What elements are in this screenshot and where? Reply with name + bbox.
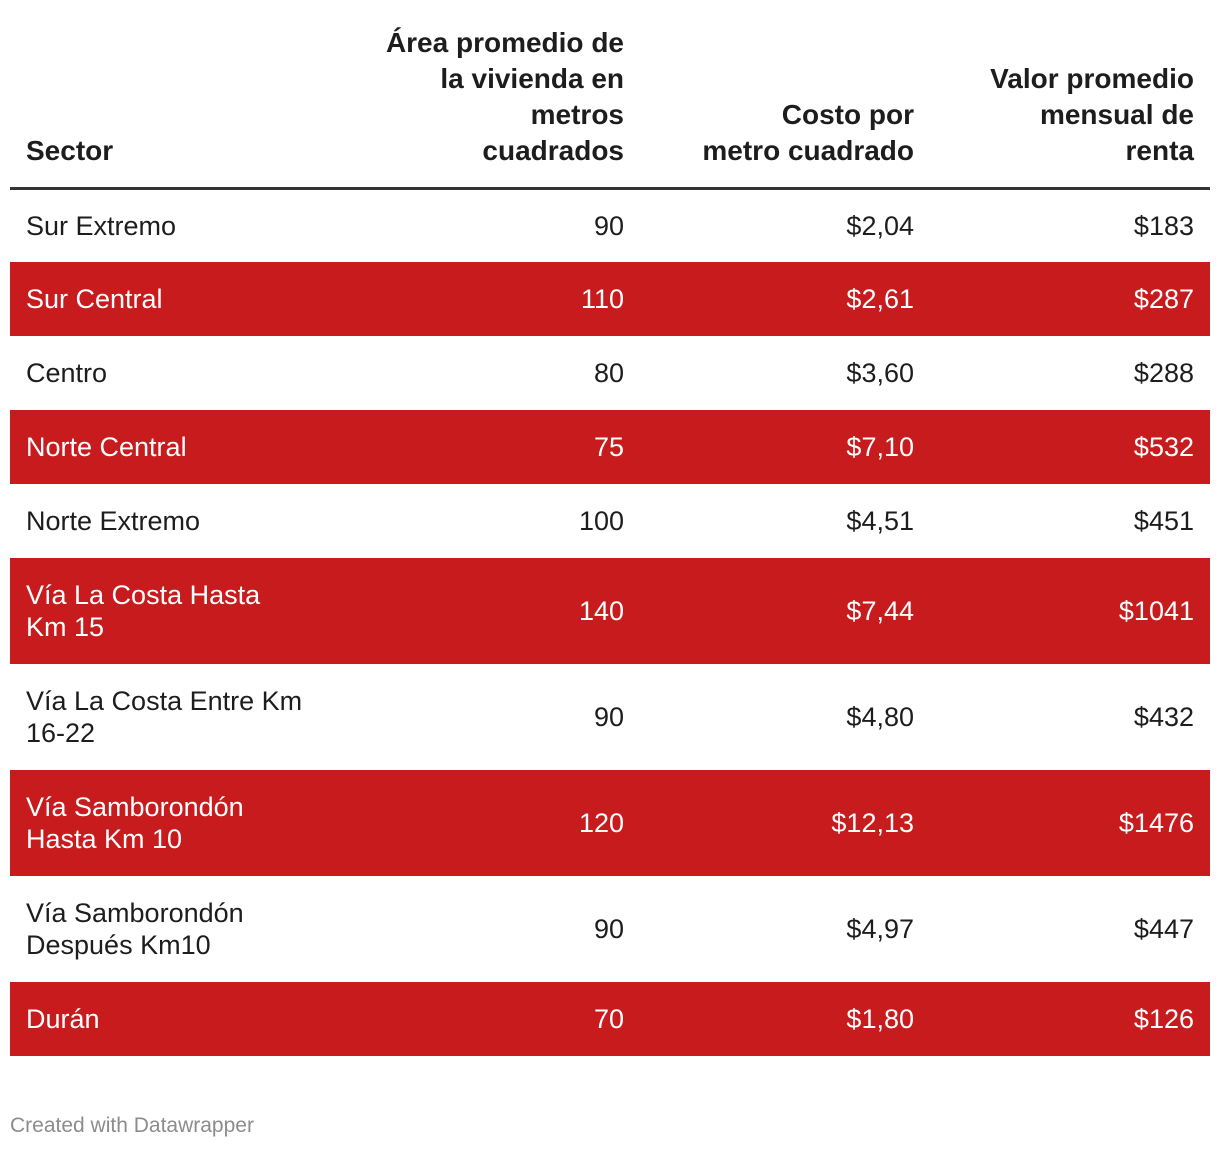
cell-costo: $4,97 [640, 876, 930, 982]
cell-sector: Vía La Costa Entre Km 16-22 [10, 664, 330, 770]
cell-costo: $12,13 [640, 770, 930, 876]
cell-sector: Vía Samborondón Hasta Km 10 [10, 770, 330, 876]
table-body: Sur Extremo 90 $2,04 $183 Sur Central 110 $2,6… [10, 188, 1210, 1056]
cell-valor: $288 [930, 336, 1210, 410]
cell-area: 100 [330, 484, 640, 558]
cell-area: 70 [330, 982, 640, 1056]
cell-valor: $1041 [930, 558, 1210, 664]
cell-area: 75 [330, 410, 640, 484]
sector-line: Después Km10 [26, 930, 211, 960]
cell-valor: $451 [930, 484, 1210, 558]
cell-costo: $2,04 [640, 188, 930, 262]
sector-line: Sur Central [26, 284, 163, 314]
cell-costo: $3,60 [640, 336, 930, 410]
table-row: Norte Extremo 100 $4,51 $451 [10, 484, 1210, 558]
cell-costo: $4,51 [640, 484, 930, 558]
sector-line: Vía Samborondón [26, 898, 244, 928]
sector-line: Centro [26, 358, 108, 388]
header-area-line: Área promedio de [385, 26, 624, 58]
sector-line: Hasta Km 10 [26, 824, 183, 854]
data-table-container: Sector Área promedio de la vivienda en m… [10, 0, 1210, 1056]
header-valor-line: mensual de [1039, 98, 1194, 130]
header-valor-line: renta [1125, 134, 1194, 166]
cell-valor: $1476 [930, 770, 1210, 876]
header-area-line: la vivienda en [440, 62, 624, 94]
table-row: Vía La Costa Entre Km 16-22 90 $4,80 $432 [10, 664, 1210, 770]
cell-area: 140 [330, 558, 640, 664]
datawrapper-credit: Created with Datawrapper [10, 1114, 254, 1137]
cell-costo: $4,80 [640, 664, 930, 770]
header-sector-line: Sector [26, 134, 114, 166]
table-header: Sector Área promedio de la vivienda en m… [10, 0, 1210, 190]
cell-sector: Norte Extremo [10, 484, 330, 558]
cell-valor: $126 [930, 982, 1210, 1056]
sector-line: 16-22 [26, 718, 96, 748]
header-valor-line: Valor promedio [990, 62, 1194, 94]
rent-table: Sector Área promedio de la vivienda en m… [10, 0, 1210, 1056]
header-row: Sector Área promedio de la vivienda en m… [10, 0, 1210, 190]
cell-valor: $447 [930, 876, 1210, 982]
sector-line: Vía La Costa Entre Km [26, 686, 303, 716]
cell-area: 90 [330, 188, 640, 262]
cell-area: 90 [330, 876, 640, 982]
table-row: Vía Samborondón Hasta Km 10 120 $12,13 $1476 [10, 770, 1210, 876]
table-row: Durán 70 $1,80 $126 [10, 982, 1210, 1056]
cell-valor: $183 [930, 188, 1210, 262]
cell-costo: $7,44 [640, 558, 930, 664]
header-costo: Costo por metro cuadrado [640, 0, 930, 190]
cell-costo: $1,80 [640, 982, 930, 1056]
cell-sector: Sur Central [10, 262, 330, 336]
cell-sector: Durán [10, 982, 330, 1056]
cell-area: 90 [330, 664, 640, 770]
sector-line: Vía La Costa Hasta [26, 580, 261, 610]
cell-sector: Centro [10, 336, 330, 410]
cell-sector: Norte Central [10, 410, 330, 484]
cell-costo: $7,10 [640, 410, 930, 484]
header-costo-line: Costo por [781, 98, 914, 130]
cell-area: 110 [330, 262, 640, 336]
sector-line: Norte Central [26, 432, 187, 462]
cell-sector: Vía Samborondón Después Km10 [10, 876, 330, 982]
header-area-line: metros [530, 98, 624, 130]
sector-line: Km 15 [26, 612, 105, 642]
header-sector: Sector [10, 0, 330, 190]
cell-sector: Sur Extremo [10, 188, 330, 262]
sector-line: Sur Extremo [26, 210, 177, 241]
cell-valor: $287 [930, 262, 1210, 336]
cell-valor: $432 [930, 664, 1210, 770]
table-row: Centro 80 $3,60 $288 [10, 336, 1210, 410]
sector-line: Durán [26, 1004, 100, 1034]
cell-valor: $532 [930, 410, 1210, 484]
cell-costo: $2,61 [640, 262, 930, 336]
table-row: Vía Samborondón Después Km10 90 $4,97 $447 [10, 876, 1210, 982]
header-area: Área promedio de la vivienda en metros c… [330, 0, 640, 190]
table-row: Norte Central 75 $7,10 $532 [10, 410, 1210, 484]
sector-line: Vía Samborondón [26, 792, 244, 822]
table-row: Vía La Costa Hasta Km 15 140 $7,44 $1041 [10, 558, 1210, 664]
table-row: Sur Central 110 $2,61 $287 [10, 262, 1210, 336]
header-costo-line: metro cuadrado [702, 134, 914, 166]
table-row: Sur Extremo 90 $2,04 $183 [10, 188, 1210, 262]
sector-line: Norte Extremo [26, 506, 201, 536]
header-area-line: cuadrados [482, 134, 624, 166]
cell-area: 80 [330, 336, 640, 410]
cell-area: 120 [330, 770, 640, 876]
cell-sector: Vía La Costa Hasta Km 15 [10, 558, 330, 664]
header-valor: Valor promedio mensual de renta [930, 0, 1210, 190]
